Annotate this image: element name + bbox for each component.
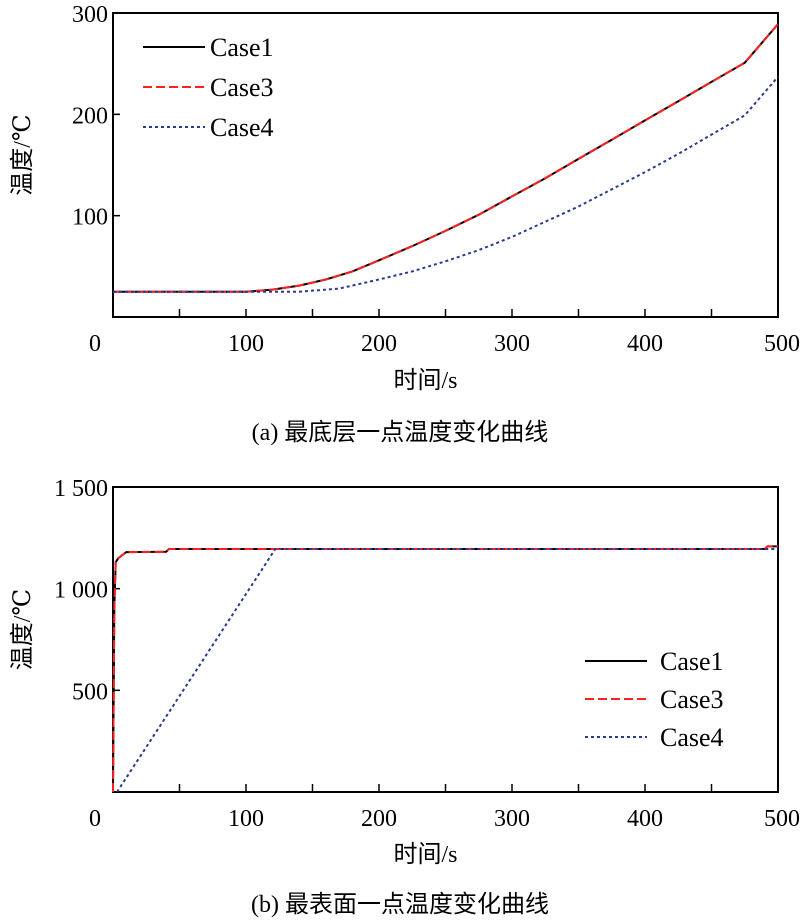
x-tick-label: 100	[228, 806, 264, 832]
series-line-case3	[113, 23, 779, 293]
legend-label: Case1	[210, 33, 274, 62]
y-tick-label: 200	[72, 103, 108, 129]
legend-label: Case4	[210, 113, 274, 142]
legend-label: Case3	[660, 685, 724, 714]
x-tick-label: 0	[89, 806, 101, 832]
x-tick-label: 300	[494, 806, 530, 832]
x-axis-label: 时间/s	[393, 367, 457, 394]
chart-title: (b) 最表面一点温度变化曲线	[251, 891, 549, 918]
chart-title: (a) 最底层一点温度变化曲线	[252, 419, 549, 446]
x-tick-label: 100	[228, 331, 264, 357]
legend-label: Case4	[660, 723, 724, 752]
series-line-case1	[113, 23, 779, 293]
y-tick-label: 500	[72, 679, 108, 705]
series-line-case4	[116, 548, 778, 793]
x-tick-label: 500	[764, 331, 800, 357]
y-axis-label: 温度/℃	[9, 589, 36, 671]
series-line-case4	[113, 76, 779, 293]
y-tick-label: 100	[72, 205, 108, 231]
x-axis-label: 时间/s	[393, 841, 457, 868]
y-tick-label: 1 500	[54, 476, 108, 502]
legend-label: Case1	[660, 647, 724, 676]
x-tick-label: 200	[361, 331, 397, 357]
x-tick-label: 500	[764, 806, 800, 832]
x-tick-label: 300	[494, 331, 530, 357]
x-tick-label: 200	[361, 806, 397, 832]
y-axis-label: 温度/℃	[9, 114, 36, 196]
y-tick-label: 300	[72, 2, 108, 28]
x-tick-label: 0	[89, 331, 101, 357]
legend-label: Case3	[210, 73, 274, 102]
x-tick-label: 400	[627, 331, 663, 357]
x-tick-label: 400	[627, 806, 663, 832]
y-tick-label: 1 000	[54, 578, 108, 604]
